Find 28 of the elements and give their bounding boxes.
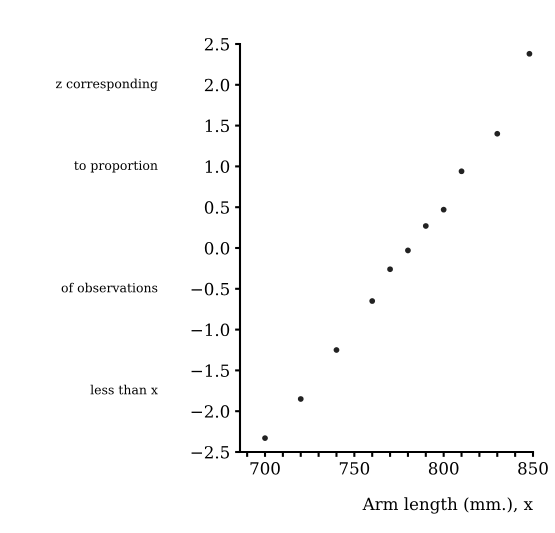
y-tick-label: 0.0 [204,242,230,255]
point [298,396,304,402]
point [494,130,500,137]
y-tick-label: −1.0 [192,324,230,336]
x-tick-label: 800 [428,462,458,475]
y-tick-label: 1.0 [206,160,230,173]
y-tick-label: 0.5 [204,201,229,214]
point [440,206,447,213]
x-tick-label: 850 [518,462,548,475]
text: z corresponding to proportion of observations less than x [56,78,158,394]
point [458,168,464,174]
point [262,435,268,442]
x-tick-label: 750 [340,462,370,475]
point [422,223,429,229]
point [405,248,411,254]
point [369,298,376,304]
y-tick-label: −2.0 [192,405,230,418]
y-tick-label: 1.5 [206,120,229,132]
y-tick-label: −2.5 [192,446,229,459]
point [387,266,393,272]
point [334,347,340,353]
x-tick-label: 700 [250,462,280,475]
point [526,50,532,57]
y-tick-label: −0.5 [192,282,229,296]
y-tick-label: −1.5 [192,364,229,377]
y-tick-label: 2.5 [204,38,229,51]
y-tick-label: 2.0 [204,78,230,92]
x-axis-title: Arm length (mm.), x [362,497,533,514]
